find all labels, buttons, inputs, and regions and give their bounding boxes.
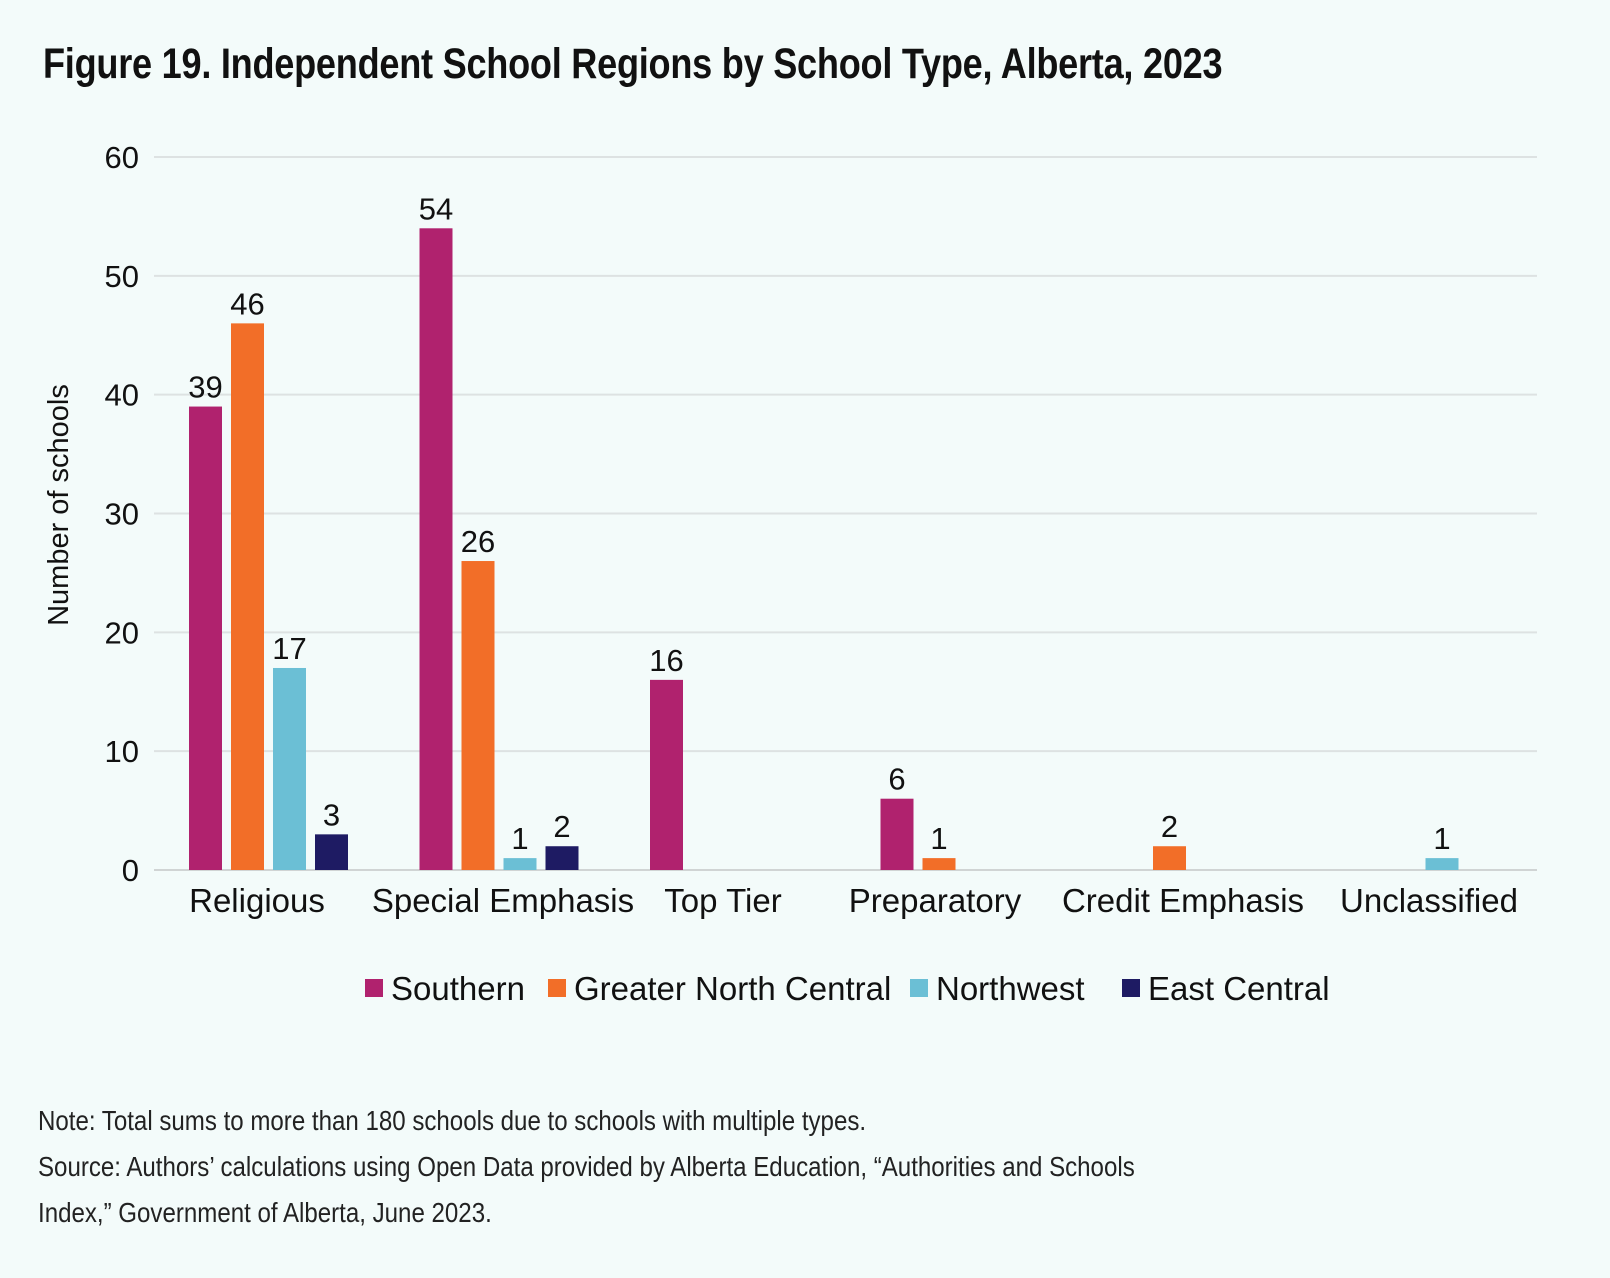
- data-label: 46: [230, 286, 264, 321]
- x-tick-label: Credit Emphasis: [1062, 882, 1304, 919]
- bar-southern: [880, 798, 914, 870]
- y-tick-label: 50: [105, 259, 139, 294]
- source-text-line2: Index,” Government of Alberta, June 2023…: [38, 1197, 492, 1228]
- y-tick-label: 10: [105, 734, 139, 769]
- bar-greater-north-central: [1153, 846, 1186, 870]
- bar-greater-north-central: [461, 561, 495, 870]
- data-label: 6: [888, 762, 905, 797]
- legend-swatch: [1122, 979, 1140, 997]
- y-tick-label: 0: [122, 853, 139, 888]
- data-label: 1: [930, 821, 947, 856]
- data-label: 1: [511, 821, 528, 856]
- x-tick-label: Special Emphasis: [372, 882, 634, 919]
- legend-label: Greater North Central: [574, 970, 891, 1007]
- bar-greater-north-central: [231, 323, 264, 870]
- legend-label: East Central: [1148, 970, 1330, 1007]
- data-label: 2: [1161, 809, 1178, 844]
- bar-northwest: [273, 667, 306, 870]
- x-tick-label: Preparatory: [849, 882, 1022, 919]
- y-axis-ticks: 0 10 20 30 40 50 60: [105, 140, 139, 888]
- y-axis-label: Number of schools: [43, 384, 75, 626]
- data-label: 26: [461, 524, 495, 559]
- bar-greater-north-central: [922, 858, 956, 870]
- bar-northwest: [1425, 858, 1459, 870]
- data-label: 1: [1433, 821, 1450, 856]
- x-tick-label: Religious: [189, 882, 325, 919]
- data-label: 3: [323, 797, 340, 832]
- chart-title: Figure 19. Independent School Regions by…: [43, 40, 1223, 88]
- legend: Southern Greater North Central Northwest Ea…: [365, 970, 1330, 1007]
- y-tick-label: 40: [105, 378, 139, 413]
- y-tick-label: 30: [105, 497, 139, 532]
- source-text-line1: Source: Authors’ calculations using Open…: [38, 1151, 1135, 1182]
- legend-swatch: [365, 979, 383, 997]
- bar-east-central: [545, 846, 579, 870]
- data-label: 2: [553, 809, 570, 844]
- data-label: 39: [188, 370, 222, 405]
- bar-east-central: [315, 834, 348, 870]
- bar-southern: [189, 406, 222, 870]
- note-text: Note: Total sums to more than 180 school…: [38, 1105, 867, 1136]
- y-tick-label: 60: [105, 140, 139, 175]
- y-tick-label: 20: [105, 615, 139, 650]
- bar-southern: [650, 679, 683, 870]
- data-label: 16: [649, 643, 683, 678]
- notes: Note: Total sums to more than 180 school…: [38, 1098, 1135, 1236]
- x-axis-labels: Religious Special Emphasis Top Tier Prepara…: [189, 882, 1518, 919]
- data-label: 17: [272, 631, 306, 666]
- legend-label: Southern: [391, 970, 525, 1007]
- data-label: 54: [419, 191, 453, 226]
- gridlines: [154, 156, 1537, 871]
- legend-swatch: [910, 979, 928, 997]
- bar-northwest: [503, 858, 537, 870]
- x-tick-label: Top Tier: [664, 882, 781, 919]
- legend-label: Northwest: [936, 970, 1085, 1007]
- x-tick-label: Unclassified: [1340, 882, 1518, 919]
- legend-swatch: [548, 979, 566, 997]
- bar-southern: [419, 228, 453, 871]
